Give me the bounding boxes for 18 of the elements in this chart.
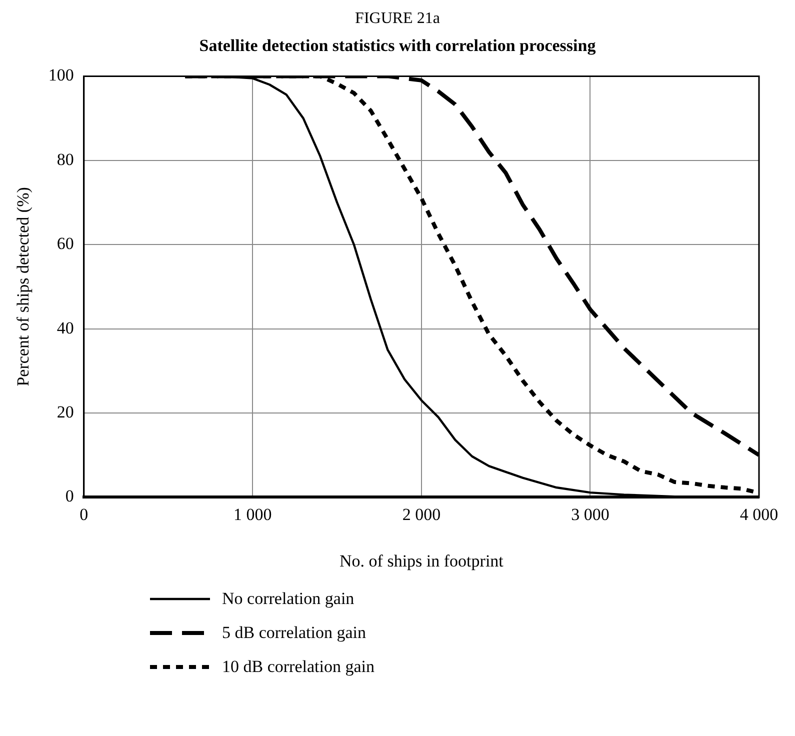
x-tick-label: 1 000 bbox=[234, 504, 272, 524]
chart-subtitle: Satellite detection statistics with correlation processing bbox=[198, 36, 597, 56]
y-tick-label: 0 bbox=[65, 486, 74, 506]
x-tick-label: 0 bbox=[80, 504, 88, 524]
x-tick-label: 3 000 bbox=[571, 504, 610, 524]
chart-title: FIGURE 21a bbox=[354, 10, 441, 28]
y-tick-label: 100 bbox=[48, 66, 74, 85]
x-tick-label: 2 000 bbox=[402, 504, 441, 524]
y-tick-label: 80 bbox=[56, 150, 74, 169]
legend-label: 5 dB correlation gain bbox=[222, 623, 366, 643]
y-axis-title: Percent of ships detected (%) bbox=[14, 187, 33, 386]
y-tick-label: 60 bbox=[56, 234, 74, 254]
x-axis-title: No. of ships in footprint bbox=[340, 551, 504, 570]
y-tick-label: 20 bbox=[56, 402, 74, 422]
legend-label: No correlation gain bbox=[222, 589, 354, 609]
legend-label: 10 dB correlation gain bbox=[222, 657, 374, 677]
x-tick-label: 4 000 bbox=[740, 504, 778, 524]
y-tick-label: 40 bbox=[56, 318, 74, 338]
